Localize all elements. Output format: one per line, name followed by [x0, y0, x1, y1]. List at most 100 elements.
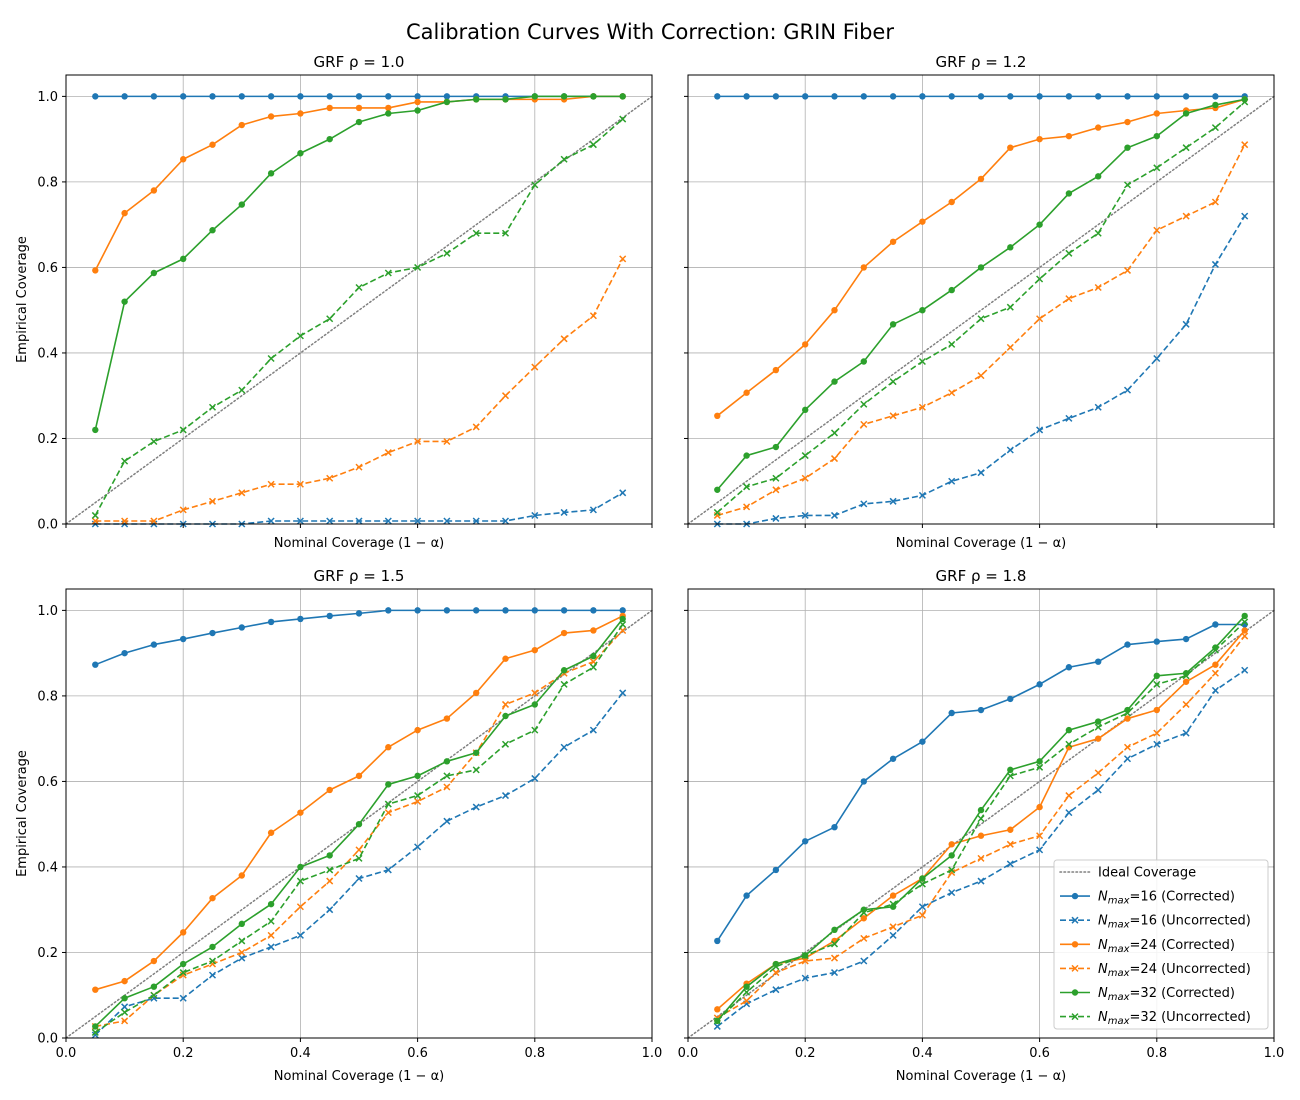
panel-1-series-n-max-16-corrected-point-12 — [443, 93, 451, 100]
panel-4-series-n-max-32-uncorrected-point-2 — [772, 963, 780, 971]
panel-1-series-n-max-16-uncorrected-point-13 — [472, 517, 480, 525]
panel-1-series-n-max-24-uncorrected-point-1 — [121, 517, 129, 525]
panel-4-series-n-max-16-corrected-point-9 — [977, 706, 985, 714]
panel-3-frame — [65, 588, 653, 1039]
panel-4-xlabel: Nominal Coverage (1 − α) — [896, 1069, 1066, 1084]
panel-2-series-n-max-16-corrected-point-17 — [1212, 93, 1219, 100]
panel-2-series-n-max-24-uncorrected-point-7 — [918, 403, 926, 411]
panel-3-series-n-max-16-uncorrected-point-8 — [326, 906, 334, 914]
panel-1-ytick-label-5: 1.0 — [37, 90, 58, 105]
panel-4-series-n-max-24-uncorrected-point-4 — [830, 954, 839, 962]
panel-2-series-n-max-24-corrected-point-10 — [1007, 144, 1014, 151]
panel-2-series-n-max-32-uncorrected-point-4 — [830, 429, 839, 437]
panel-4-series-n-max-16-uncorrected-point-0 — [713, 1022, 721, 1030]
panel-2-series-n-max-16-uncorrected-point-10 — [1006, 446, 1014, 454]
panel-2-series-n-max-16-uncorrected-point-6 — [889, 497, 897, 505]
panel-4-series-n-max-16-uncorrected-point-13 — [1094, 786, 1102, 794]
panel-1-series-n-max-24-uncorrected — [91, 255, 627, 525]
panel-3-series-n-max-24-corrected-point-1 — [121, 977, 128, 985]
panel-2-series-n-max-16-uncorrected-point-11 — [1036, 426, 1044, 434]
panel-3-series-n-max-32-uncorrected-point-3 — [179, 969, 187, 977]
panel-3-series-n-max-16-corrected-point-1 — [121, 649, 128, 657]
panel-3-series-n-max-32-corrected-point-14 — [502, 712, 509, 720]
panel-2-series-n-max-32-corrected-point-12 — [1065, 190, 1073, 197]
panel-2-series-n-max-24-uncorrected-point-17 — [1211, 198, 1219, 206]
panel-1-series-n-max-32-corrected-point-1 — [121, 298, 128, 305]
panel-2-series-n-max-16-corrected-point-8 — [948, 93, 955, 100]
panel-3-series-n-max-24-uncorrected-point-11 — [414, 797, 422, 806]
panel-4-series-n-max-24-uncorrected-point-10 — [1006, 840, 1014, 848]
panel-3-xtick-label-2: 0.4 — [290, 1046, 311, 1061]
legend: Ideal Coverage Nmax=16 (Corrected) Nmax=16… — [1053, 859, 1269, 1030]
panel-3-series-n-max-32-uncorrected-point-9 — [355, 854, 363, 862]
panel-4-title: GRF ρ = 1.8 — [936, 567, 1027, 585]
panel-3-ytick-label-0: 0.0 — [37, 1032, 58, 1047]
panel-4-series-n-max-32-uncorrected-point-12 — [1065, 740, 1073, 748]
panel-3-series-n-max-16-corrected-point-2 — [150, 641, 158, 648]
panel-4-series-n-max-32-uncorrected-point-15 — [1153, 680, 1161, 688]
panel-4-series-n-max-16-corrected-point-11 — [1036, 681, 1043, 688]
panel-2-series-n-max-32-corrected-point-3 — [802, 406, 809, 414]
legend-entry-n-max-24-uncorrected: Nmax=24 (Uncorrected) — [1060, 962, 1251, 979]
panel-2-plot-area — [688, 75, 1274, 524]
panel-1-series-n-max-24-uncorrected-point-9 — [355, 463, 363, 471]
legend-entry-n-max-16-uncorrected: Nmax=16 (Uncorrected) — [1060, 914, 1251, 931]
panel-1-series-n-max-16-corrected-point-4 — [209, 93, 216, 100]
panel-1-series-n-max-32-corrected-point-17 — [590, 93, 597, 100]
panel-2-series-n-max-24-corrected-point-2 — [772, 366, 780, 374]
panel-2-series-n-max-16-uncorrected-point-17 — [1211, 260, 1219, 268]
panel-2-series-n-max-24-uncorrected-point-8 — [948, 389, 956, 397]
panel-4-series-n-max-32-corrected-point-1 — [743, 983, 750, 990]
panel-3-plot-area — [66, 589, 652, 1038]
panel-2-series-n-max-16-uncorrected-point-5 — [860, 500, 868, 508]
panel-3-series-n-max-24-uncorrected-point-5 — [238, 948, 246, 957]
panel-4-series-n-max-16-corrected-point-1 — [743, 892, 750, 899]
panel-2-series-n-max-32-corrected-point-11 — [1036, 221, 1043, 228]
panel-2-series-n-max-32-corrected-point-17 — [1212, 101, 1219, 109]
panel-4-series-n-max-24-uncorrected-point-5 — [860, 934, 868, 942]
panel-2-series-n-max-24-corrected-point-13 — [1095, 124, 1102, 131]
panel-1-series-n-max-32-corrected-point-12 — [443, 98, 451, 106]
panel-3-series-n-max-32-corrected-point-17 — [590, 652, 597, 660]
panel-3-series-n-max-16-uncorrected-point-15 — [531, 774, 539, 782]
panel-1-series-n-max-16-uncorrected-point-17 — [589, 506, 597, 514]
panel-3-series-n-max-32-uncorrected-point-1 — [121, 1008, 129, 1016]
panel-4-series-n-max-24-corrected-point-9 — [977, 832, 985, 839]
panel-1-series-n-max-32-uncorrected — [91, 115, 627, 519]
panel-4-series-n-max-24-uncorrected-point-15 — [1153, 729, 1161, 737]
panel-4-series-n-max-16-corrected-point-2 — [772, 866, 780, 874]
panel-1-series-n-max-16-corrected-point-8 — [326, 93, 333, 100]
panel-4-series-n-max-32-corrected-point-10 — [1007, 766, 1014, 774]
panel-3-xtick-label-5: 1.0 — [642, 1046, 663, 1061]
panel-1-series-n-max-16-corrected-point-3 — [180, 93, 187, 100]
panel-1-series-n-max-16-uncorrected-point-16 — [560, 508, 568, 516]
panel-4-series-n-max-32-corrected-point-9 — [977, 806, 985, 814]
panel-3-series-n-max-24-uncorrected — [91, 626, 627, 1030]
panel-3-ytick-label-2: 0.4 — [37, 860, 58, 875]
panel-1-series-n-max-32-uncorrected-point-1 — [121, 457, 129, 465]
panel-2-series-n-max-32-uncorrected-point-6 — [889, 378, 897, 386]
panel-2-series-n-max-24-uncorrected-point-15 — [1153, 226, 1161, 234]
panel-3-series-n-max-24-uncorrected-point-6 — [267, 931, 275, 939]
panel-2-series-n-max-16-corrected-point-3 — [802, 93, 809, 100]
panel-1-series-n-max-24-uncorrected-point-8 — [326, 474, 334, 482]
panel-3-series-n-max-24-uncorrected-point-10 — [384, 809, 392, 817]
panel-4-series-n-max-16-corrected-point-13 — [1095, 658, 1102, 665]
panel-4-series-n-max-24-uncorrected-point-12 — [1065, 792, 1073, 800]
panel-1-series-n-max-16-uncorrected-point-11 — [414, 517, 422, 525]
panel-2-frame — [687, 74, 1275, 525]
panel-3-series-n-max-16-corrected-point-5 — [238, 624, 245, 631]
panel-2-series-n-max-32-uncorrected-point-5 — [860, 400, 868, 408]
legend-entry-n-max-16-uncorrected-label: Nmax=16 (Uncorrected) — [1098, 914, 1251, 931]
panel-2-series-n-max-32-uncorrected-point-13 — [1094, 229, 1102, 237]
panel-4-series-n-max-32-corrected-point-12 — [1065, 726, 1073, 734]
panel-2-series-n-max-16-uncorrected-point-3 — [801, 511, 809, 519]
panel-1-series-n-max-32-corrected — [92, 93, 626, 434]
panel-1-series-n-max-24-uncorrected-point-0 — [91, 517, 99, 525]
panel-4-series-n-max-24-corrected-point-16 — [1182, 678, 1190, 685]
legend-entry-n-max-24-corrected: Nmax=24 (Corrected) — [1060, 938, 1235, 955]
panel-2-series-n-max-24-corrected-point-12 — [1065, 132, 1073, 140]
panel-2-series-n-max-32-uncorrected-point-2 — [772, 474, 780, 482]
panel-1-series-n-max-24-uncorrected-point-13 — [472, 423, 480, 431]
